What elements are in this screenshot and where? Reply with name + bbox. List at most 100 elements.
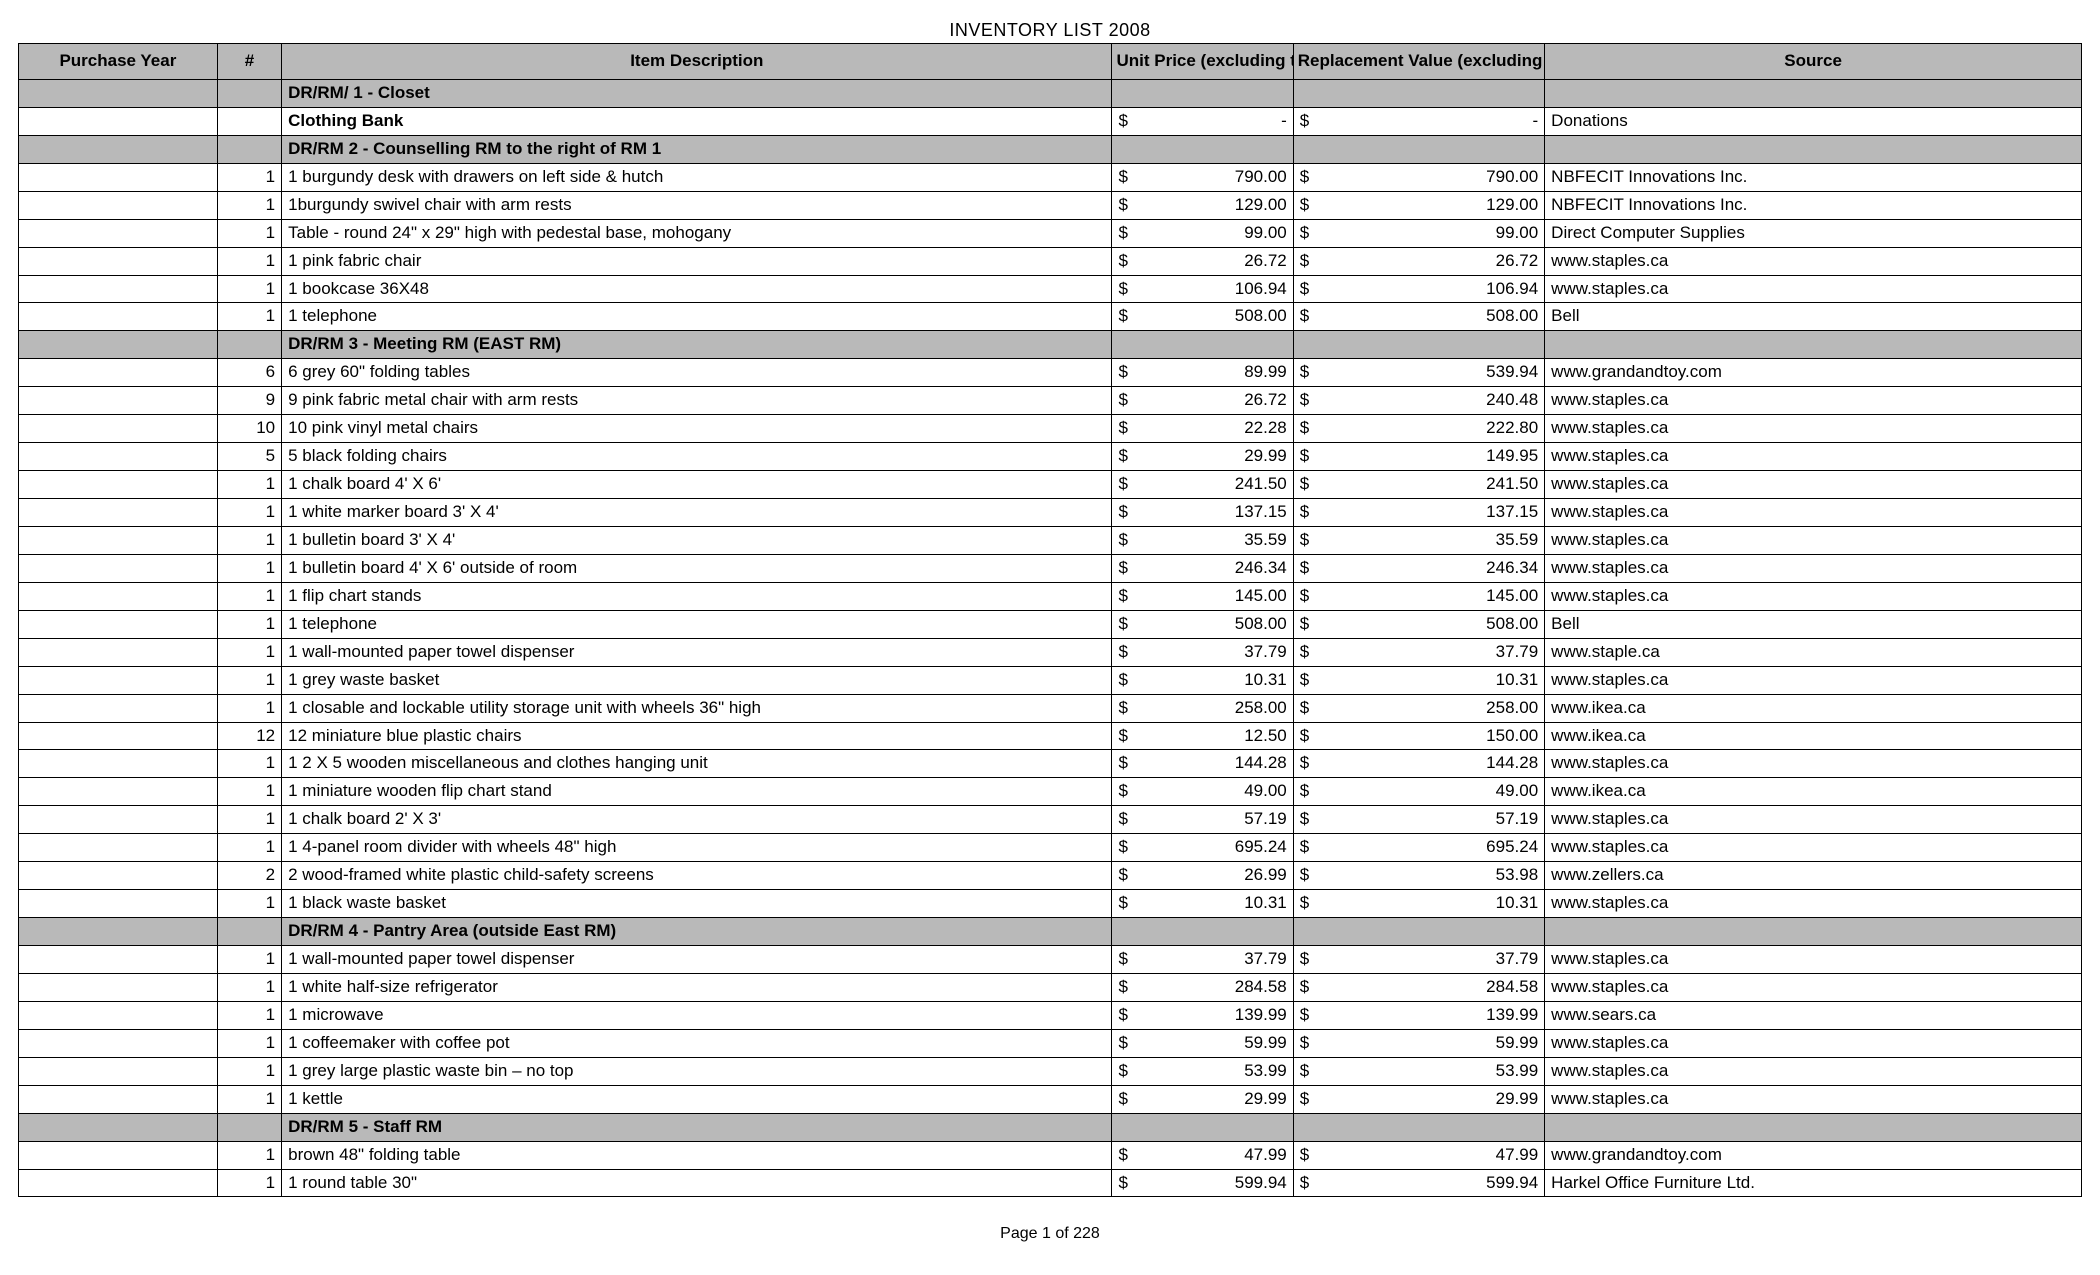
cell-unit: [1112, 135, 1293, 163]
money-cell: $26.99: [1112, 862, 1293, 890]
money-cell: $284.58: [1293, 973, 1544, 1001]
cell-desc: DR/RM 5 - Staff RM: [282, 1113, 1112, 1141]
cell-year: [19, 554, 218, 582]
table-row: 11 grey large plastic waste bin – no top…: [19, 1057, 2082, 1085]
money-cell: $145.00: [1112, 582, 1293, 610]
cell-desc: 1 telephone: [282, 610, 1112, 638]
cell-qty: 2: [217, 862, 281, 890]
money-cell: $106.94: [1112, 275, 1293, 303]
table-row: 11 coffeemaker with coffee pot$59.99$59.…: [19, 1029, 2082, 1057]
money-cell: $508.00: [1112, 610, 1293, 638]
cell-year: [19, 359, 218, 387]
cell-year: [19, 862, 218, 890]
money-cell: $149.95: [1293, 443, 1544, 471]
cell-year: [19, 918, 218, 946]
cell-desc: 1 burgundy desk with drawers on left sid…: [282, 163, 1112, 191]
table-row: 11 closable and lockable utility storage…: [19, 694, 2082, 722]
cell-year: [19, 443, 218, 471]
money-cell: $26.72: [1112, 247, 1293, 275]
cell-src: Bell: [1545, 610, 2082, 638]
cell-qty: 1: [217, 247, 281, 275]
money-cell: $59.99: [1112, 1029, 1293, 1057]
table-row: 11 telephone$508.00$508.00Bell: [19, 610, 2082, 638]
cell-desc: 1 bulletin board 3' X 4': [282, 526, 1112, 554]
cell-src: www.staples.ca: [1545, 1057, 2082, 1085]
table-row: 55 black folding chairs$29.99$149.95www.…: [19, 443, 2082, 471]
money-cell: $106.94: [1293, 275, 1544, 303]
cell-desc: 1 bulletin board 4' X 6' outside of room: [282, 554, 1112, 582]
money-cell: $258.00: [1112, 694, 1293, 722]
cell-qty: 1: [217, 554, 281, 582]
col-purchase-year: Purchase Year: [19, 44, 218, 80]
cell-year: [19, 471, 218, 499]
col-qty: #: [217, 44, 281, 80]
cell-src: www.staples.ca: [1545, 806, 2082, 834]
cell-year: [19, 1113, 218, 1141]
money-cell: $47.99: [1112, 1141, 1293, 1169]
cell-src: Direct Computer Supplies: [1545, 219, 2082, 247]
cell-src: www.staple.ca: [1545, 638, 2082, 666]
cell-src: www.staples.ca: [1545, 554, 2082, 582]
cell-qty: [217, 107, 281, 135]
money-cell: $129.00: [1293, 191, 1544, 219]
cell-qty: 1: [217, 191, 281, 219]
table-row: 1brown 48" folding table$47.99$47.99www.…: [19, 1141, 2082, 1169]
money-cell: $35.59: [1112, 526, 1293, 554]
cell-year: [19, 247, 218, 275]
cell-qty: 1: [217, 526, 281, 554]
money-cell: $145.00: [1293, 582, 1544, 610]
cell-year: [19, 499, 218, 527]
cell-unit: [1112, 331, 1293, 359]
cell-desc: 1 coffeemaker with coffee pot: [282, 1029, 1112, 1057]
table-row: 11burgundy swivel chair with arm rests$1…: [19, 191, 2082, 219]
table-row: 11 kettle$29.99$29.99www.staples.ca: [19, 1085, 2082, 1113]
cell-qty: 5: [217, 443, 281, 471]
cell-src: www.staples.ca: [1545, 750, 2082, 778]
money-cell: $49.00: [1293, 778, 1544, 806]
cell-year: [19, 1169, 218, 1197]
money-cell: $57.19: [1112, 806, 1293, 834]
cell-desc: 1 flip chart stands: [282, 582, 1112, 610]
table-row: 11 burgundy desk with drawers on left si…: [19, 163, 2082, 191]
table-row: 11 4-panel room divider with wheels 48" …: [19, 834, 2082, 862]
cell-desc: 1 wall-mounted paper towel dispenser: [282, 946, 1112, 974]
cell-desc: 1 pink fabric chair: [282, 247, 1112, 275]
cell-qty: 1: [217, 890, 281, 918]
money-cell: $37.79: [1112, 638, 1293, 666]
table-row: 11 black waste basket$10.31$10.31www.sta…: [19, 890, 2082, 918]
cell-desc: 1 bookcase 36X48: [282, 275, 1112, 303]
cell-desc: DR/RM 4 - Pantry Area (outside East RM): [282, 918, 1112, 946]
cell-src: Bell: [1545, 303, 2082, 331]
cell-year: [19, 666, 218, 694]
cell-qty: 1: [217, 1085, 281, 1113]
table-row: DR/RM 4 - Pantry Area (outside East RM): [19, 918, 2082, 946]
cell-repl: [1293, 1113, 1544, 1141]
cell-qty: 1: [217, 1029, 281, 1057]
money-cell: $790.00: [1112, 163, 1293, 191]
cell-desc: 1 grey large plastic waste bin – no top: [282, 1057, 1112, 1085]
cell-qty: [217, 1113, 281, 1141]
table-row: 11 flip chart stands$145.00$145.00www.st…: [19, 582, 2082, 610]
table-row: 11 miniature wooden flip chart stand$49.…: [19, 778, 2082, 806]
cell-qty: 1: [217, 1001, 281, 1029]
money-cell: $49.00: [1112, 778, 1293, 806]
cell-unit: [1112, 1113, 1293, 1141]
money-cell: $89.99: [1112, 359, 1293, 387]
cell-year: [19, 1029, 218, 1057]
cell-desc: 1 white marker board 3' X 4': [282, 499, 1112, 527]
cell-desc: brown 48" folding table: [282, 1141, 1112, 1169]
cell-year: [19, 387, 218, 415]
cell-desc: 1 2 X 5 wooden miscellaneous and clothes…: [282, 750, 1112, 778]
table-row: Clothing Bank$-$-Donations: [19, 107, 2082, 135]
table-header-row: Purchase Year # Item Description Unit Pr…: [19, 44, 2082, 80]
cell-year: [19, 610, 218, 638]
money-cell: $53.98: [1293, 862, 1544, 890]
cell-year: [19, 946, 218, 974]
cell-src: [1545, 135, 2082, 163]
cell-desc: Clothing Bank: [282, 107, 1112, 135]
cell-src: www.ikea.ca: [1545, 694, 2082, 722]
money-cell: $222.80: [1293, 415, 1544, 443]
cell-year: [19, 1057, 218, 1085]
cell-qty: 1: [217, 471, 281, 499]
cell-qty: 12: [217, 722, 281, 750]
